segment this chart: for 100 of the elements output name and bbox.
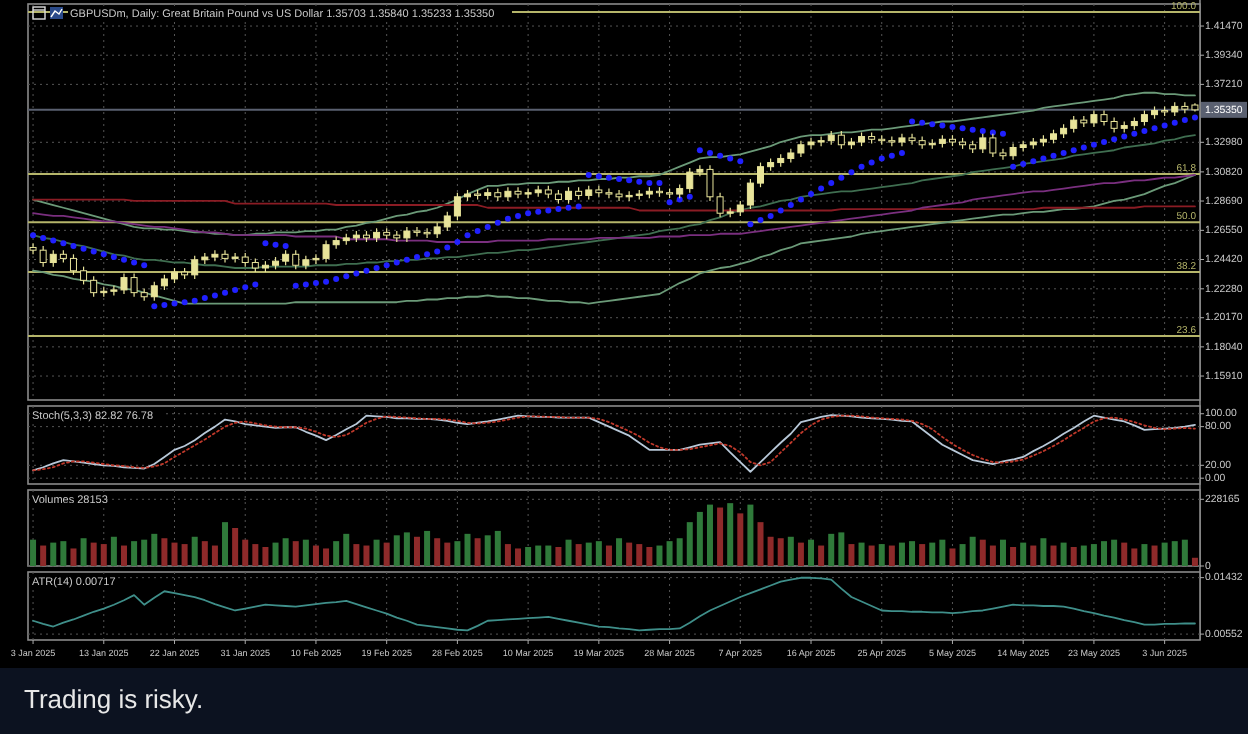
- line-series: [32, 173, 1196, 305]
- bar: [464, 533, 471, 566]
- bar: [272, 542, 279, 566]
- bar: [909, 541, 916, 566]
- bar: [686, 522, 693, 566]
- bar: [747, 504, 754, 566]
- bar: [444, 542, 451, 566]
- bar: [585, 542, 592, 566]
- bar: [1040, 538, 1047, 566]
- bar: [1060, 542, 1067, 566]
- bar: [191, 536, 198, 566]
- bar: [1080, 545, 1087, 566]
- bar: [90, 542, 97, 566]
- bar: [898, 542, 905, 566]
- bar: [1020, 542, 1027, 566]
- bar: [70, 548, 77, 566]
- bar: [575, 544, 582, 566]
- bar: [555, 547, 562, 566]
- bar: [919, 544, 926, 566]
- bar: [424, 530, 431, 566]
- bar: [484, 535, 491, 566]
- bar: [515, 548, 522, 566]
- bar: [949, 548, 956, 566]
- bar: [1111, 539, 1118, 566]
- bar: [1010, 547, 1017, 566]
- bar: [434, 538, 441, 566]
- bar: [595, 541, 602, 566]
- bar: [787, 536, 794, 566]
- bar: [868, 545, 875, 566]
- bar: [120, 545, 127, 566]
- bar: [535, 545, 542, 566]
- bar: [393, 535, 400, 566]
- bar: [888, 545, 895, 566]
- bar: [262, 547, 269, 566]
- bar: [161, 538, 168, 566]
- bar: [292, 541, 299, 566]
- bar: [373, 539, 380, 566]
- bar: [717, 507, 724, 566]
- bar: [929, 542, 936, 566]
- bar: [282, 538, 289, 566]
- bar: [858, 542, 865, 566]
- bar: [848, 544, 855, 566]
- bar: [211, 545, 218, 566]
- bar: [838, 532, 845, 566]
- bar: [474, 538, 481, 566]
- bar: [363, 545, 370, 566]
- bar: [312, 545, 319, 566]
- bar: [222, 522, 229, 566]
- line-series: [32, 576, 1196, 632]
- bar: [737, 513, 744, 566]
- bar: [323, 548, 330, 566]
- bar: [413, 536, 420, 566]
- bar: [808, 539, 815, 566]
- bar: [1101, 541, 1108, 566]
- bar: [302, 539, 309, 566]
- bar: [959, 544, 966, 566]
- bar: [50, 542, 57, 566]
- bar: [403, 532, 410, 566]
- bar: [626, 542, 633, 566]
- bar: [171, 542, 178, 566]
- bar: [504, 544, 511, 566]
- bar: [343, 533, 350, 566]
- bar: [110, 536, 117, 566]
- bar: [141, 539, 148, 566]
- bar: [60, 541, 67, 566]
- bar: [646, 547, 653, 566]
- bar: [969, 536, 976, 566]
- bar: [757, 522, 764, 566]
- line-series: [32, 91, 1196, 237]
- bar: [40, 545, 47, 566]
- bar: [818, 545, 825, 566]
- bar: [383, 542, 390, 566]
- bar: [545, 545, 552, 566]
- bar: [333, 541, 340, 566]
- line-series: [32, 173, 1196, 243]
- bar: [201, 541, 208, 566]
- bar: [1191, 557, 1198, 566]
- bar: [1030, 545, 1037, 566]
- bar: [565, 539, 572, 566]
- bar: [1171, 541, 1178, 566]
- bar: [777, 538, 784, 566]
- bar: [1161, 542, 1168, 566]
- bar: [30, 539, 37, 566]
- bar: [525, 547, 532, 566]
- bar: [656, 545, 663, 566]
- bar: [1050, 545, 1057, 566]
- bar: [1141, 544, 1148, 566]
- bar: [1090, 544, 1097, 566]
- bar: [676, 538, 683, 566]
- bar: [454, 541, 461, 566]
- bar: [828, 533, 835, 566]
- bar: [131, 541, 138, 566]
- bar: [706, 504, 713, 566]
- bar: [1121, 542, 1128, 566]
- bar: [252, 544, 259, 566]
- bar: [696, 511, 703, 566]
- bar: [80, 538, 87, 566]
- bar: [181, 544, 188, 566]
- bar: [1131, 548, 1138, 566]
- bar: [1151, 545, 1158, 566]
